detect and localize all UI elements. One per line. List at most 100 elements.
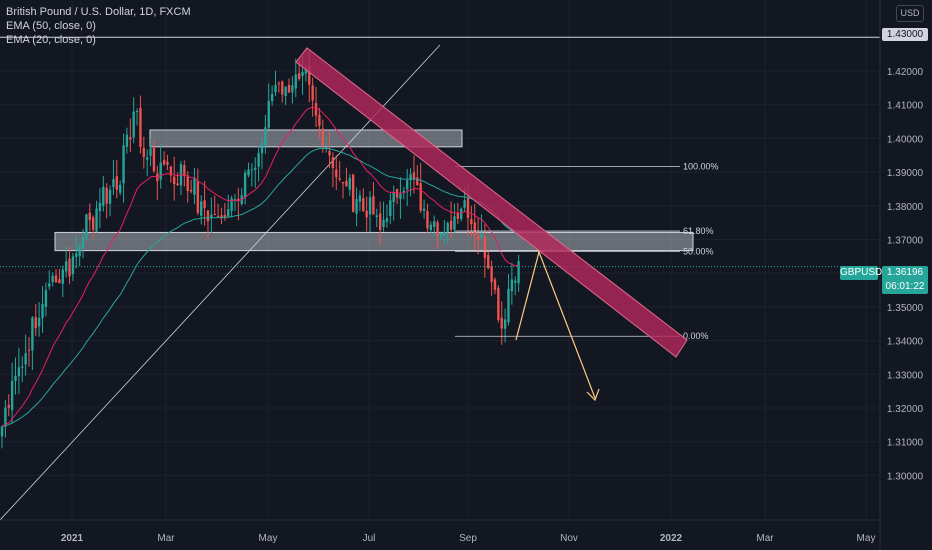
candle-body bbox=[328, 150, 331, 156]
candle-body bbox=[250, 169, 254, 171]
time-tick-label: May bbox=[857, 533, 876, 544]
candle-body bbox=[162, 160, 166, 165]
ticker-symbol-label: GBPUSD bbox=[840, 266, 883, 280]
projection-path bbox=[515, 250, 596, 399]
candle-body bbox=[311, 85, 314, 101]
candle-body bbox=[308, 65, 311, 85]
candle-body bbox=[112, 179, 115, 188]
current-price-label: 1.36196 06:01:22 bbox=[882, 266, 928, 294]
candle-body bbox=[314, 102, 318, 116]
candle-body bbox=[254, 167, 257, 170]
candle-body bbox=[500, 317, 503, 329]
fib-level-label: 61.80% bbox=[683, 226, 714, 236]
candle-body bbox=[200, 201, 203, 216]
candle-body bbox=[142, 147, 145, 158]
ema20-legend[interactable]: EMA (20, close, 0) bbox=[6, 34, 96, 46]
candle-body bbox=[61, 269, 64, 284]
candle-body bbox=[34, 317, 37, 329]
candle-body bbox=[291, 85, 294, 93]
ema50-legend[interactable]: EMA (50, close, 0) bbox=[6, 20, 96, 32]
candle-body bbox=[196, 181, 200, 213]
candle-body bbox=[345, 180, 348, 187]
candle-body bbox=[281, 81, 284, 95]
time-tick-label: 2022 bbox=[660, 533, 683, 544]
candle-body bbox=[149, 148, 152, 156]
candle-body bbox=[510, 279, 514, 292]
candle-body bbox=[453, 216, 456, 230]
candle-body bbox=[203, 200, 206, 209]
candle-body bbox=[166, 161, 169, 165]
candle-body bbox=[409, 174, 412, 180]
price-tick-label: 1.38000 bbox=[887, 202, 924, 213]
trend-channel[interactable] bbox=[295, 47, 688, 358]
candle-body bbox=[456, 213, 460, 219]
candle-body bbox=[392, 191, 395, 202]
time-tick-label: Mar bbox=[756, 533, 774, 544]
price-tick-label: 1.33000 bbox=[887, 370, 924, 381]
candle-body bbox=[487, 254, 490, 269]
time-axis[interactable]: 2021 Mar May Jul Sep Nov 2022 Mar May bbox=[61, 533, 876, 544]
candle-body bbox=[152, 147, 156, 172]
ema20-line bbox=[1, 106, 519, 427]
candle-body bbox=[102, 186, 105, 206]
chart-legend: British Pound / U.S. Dollar, 1D, FXCM EM… bbox=[6, 5, 191, 47]
candle-body bbox=[4, 407, 7, 427]
candle-body bbox=[119, 184, 122, 193]
time-tick-label: 2021 bbox=[61, 533, 84, 544]
candle-body bbox=[341, 182, 345, 184]
price-tick-label: 1.30000 bbox=[887, 471, 924, 482]
candle-body bbox=[429, 224, 433, 231]
candle-body bbox=[159, 162, 162, 180]
candle-body bbox=[449, 220, 453, 230]
candle-body bbox=[10, 380, 14, 411]
trendlines[interactable] bbox=[0, 36, 880, 520]
candle-body bbox=[17, 367, 21, 377]
candle-body bbox=[243, 172, 247, 198]
rising-trendline bbox=[0, 44, 441, 520]
projection-arrow[interactable] bbox=[515, 250, 600, 402]
candle-body bbox=[213, 214, 216, 216]
fib-retracement[interactable]: 100.00% 61.80% 50.00% 0.00% bbox=[455, 161, 719, 341]
fib-level-label: 100.00% bbox=[683, 161, 719, 171]
candle-body bbox=[439, 233, 443, 238]
candle-body bbox=[88, 212, 91, 221]
candle-body bbox=[422, 208, 426, 211]
candle-body bbox=[58, 279, 61, 283]
candle-body bbox=[122, 145, 125, 184]
candle-body bbox=[210, 214, 213, 218]
downtrend-channel bbox=[295, 47, 688, 358]
candle-body bbox=[351, 174, 355, 212]
candle-body bbox=[78, 246, 81, 257]
candle-body bbox=[507, 288, 510, 323]
candle-body bbox=[426, 210, 429, 229]
candle-body bbox=[517, 261, 520, 284]
candle-body bbox=[24, 353, 27, 365]
candle-body bbox=[31, 317, 34, 351]
candle-body bbox=[257, 153, 260, 167]
candle-body bbox=[297, 73, 301, 80]
candle-body bbox=[277, 83, 281, 85]
fib-level-label: 0.00% bbox=[683, 331, 709, 341]
candle-body bbox=[473, 222, 476, 236]
candle-body bbox=[37, 317, 41, 327]
candle-body bbox=[91, 217, 95, 230]
candle-body bbox=[304, 68, 308, 74]
candle-body bbox=[220, 215, 223, 219]
candle-body bbox=[14, 375, 17, 381]
candle-body bbox=[419, 183, 422, 211]
candle-body bbox=[493, 279, 497, 290]
price-tick-label: 1.37000 bbox=[887, 236, 924, 247]
candle-body bbox=[98, 202, 102, 212]
currency-button[interactable]: USD bbox=[896, 5, 924, 22]
candle-body bbox=[41, 303, 44, 319]
candle-body bbox=[247, 169, 250, 176]
candle-body bbox=[476, 235, 480, 240]
candle-body bbox=[189, 189, 193, 192]
candle-body bbox=[490, 266, 493, 283]
symbol-title[interactable]: British Pound / U.S. Dollar, 1D, FXCM bbox=[6, 6, 191, 18]
candle-body bbox=[483, 236, 487, 259]
candle-body bbox=[0, 426, 4, 437]
candle-body bbox=[385, 218, 389, 222]
